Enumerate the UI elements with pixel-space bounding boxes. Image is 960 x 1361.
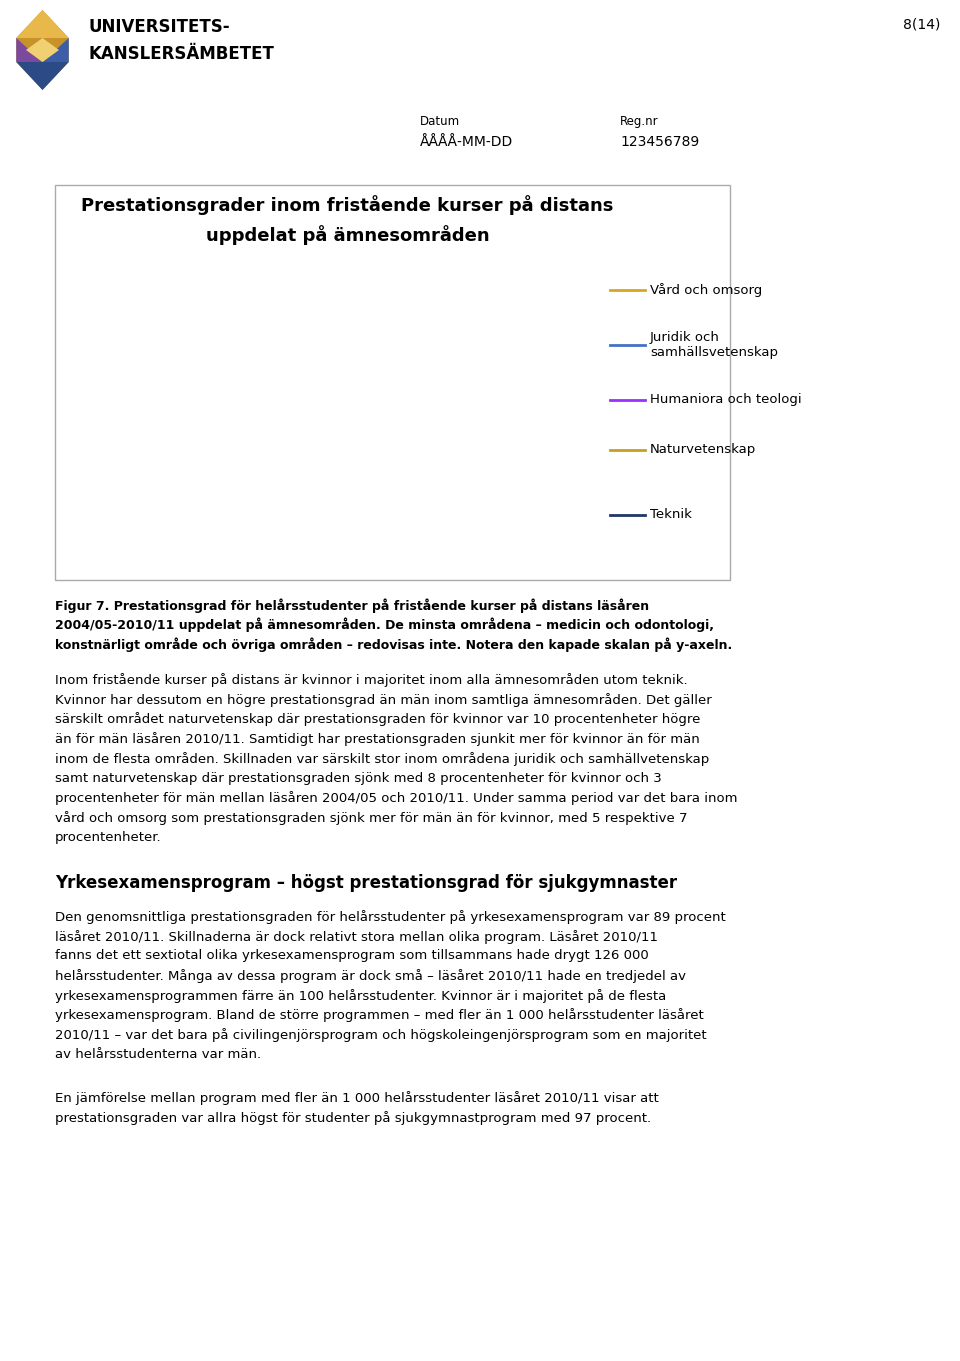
Text: procentenheter för män mellan läsåren 2004/05 och 2010/11. Under samma period va: procentenheter för män mellan läsåren 20… — [55, 791, 737, 806]
Text: UNIVERSITETS-: UNIVERSITETS- — [88, 18, 229, 35]
Polygon shape — [26, 38, 59, 63]
Text: Humaniora och teologi: Humaniora och teologi — [650, 393, 802, 407]
Text: särskilt området naturvetenskap där prestationsgraden för kvinnor var 10 procent: särskilt området naturvetenskap där pres… — [55, 712, 701, 727]
Text: 2004/05-2010/11 uppdelat på ämnesområden. De minsta områdena – medicin och odont: 2004/05-2010/11 uppdelat på ämnesområden… — [55, 618, 714, 633]
Polygon shape — [16, 10, 69, 90]
Text: yrkesexamensprogram. Bland de större programmen – med fler än 1 000 helårsstuden: yrkesexamensprogram. Bland de större pro… — [55, 1009, 704, 1022]
Text: prestationsgraden var allra högst för studenter på sjukgymnastprogram med 97 pro: prestationsgraden var allra högst för st… — [55, 1111, 651, 1126]
Text: Figur 7. Prestationsgrad för helårsstudenter på fristående kurser på distans läs: Figur 7. Prestationsgrad för helårsstude… — [55, 597, 649, 612]
Text: yrkesexamensprogrammen färre än 100 helårsstudenter. Kvinnor är i majoritet på d: yrkesexamensprogrammen färre än 100 helå… — [55, 988, 666, 1003]
Text: procentenheter.: procentenheter. — [55, 830, 161, 844]
Text: uppdelat på ämnesområden: uppdelat på ämnesområden — [205, 225, 490, 245]
Text: Inom fristående kurser på distans är kvinnor i majoritet inom alla ämnesområden : Inom fristående kurser på distans är kvi… — [55, 672, 687, 687]
Text: Naturvetenskap: Naturvetenskap — [650, 444, 756, 456]
Text: läsåret 2010/11. Skillnaderna är dock relativt stora mellan olika program. Läsår: läsåret 2010/11. Skillnaderna är dock re… — [55, 930, 658, 943]
Text: Juridik och
samhällsvetenskap: Juridik och samhällsvetenskap — [650, 331, 778, 359]
Polygon shape — [16, 38, 42, 63]
Text: än för män läsåren 2010/11. Samtidigt har prestationsgraden sjunkit mer för kvin: än för män läsåren 2010/11. Samtidigt ha… — [55, 732, 700, 746]
Text: Reg.nr: Reg.nr — [620, 114, 659, 128]
Text: ÅÅÅÅ-MM-DD: ÅÅÅÅ-MM-DD — [420, 135, 514, 148]
Text: 2010/11 – var det bara på civilingenjörsprogram och högskoleingenjörsprogram som: 2010/11 – var det bara på civilingenjörs… — [55, 1028, 707, 1043]
Text: Prestationsgrader inom fristående kurser på distans: Prestationsgrader inom fristående kurser… — [82, 195, 613, 215]
Y-axis label: Prestationsgrad: Prestationsgrad — [64, 328, 79, 437]
Text: 123456789: 123456789 — [620, 135, 699, 148]
Text: fanns det ett sextiotal olika yrkesexamensprogram som tillsammans hade drygt 126: fanns det ett sextiotal olika yrkesexame… — [55, 949, 649, 962]
Text: samt naturvetenskap där prestationsgraden sjönk med 8 procentenheter för kvinnor: samt naturvetenskap där prestationsgrade… — [55, 772, 661, 785]
Text: vård och omsorg som prestationsgraden sjönk mer för män än för kvinnor, med 5 re: vård och omsorg som prestationsgraden sj… — [55, 811, 687, 825]
Text: Den genomsnittliga prestationsgraden för helårsstudenter på yrkesexamensprogram : Den genomsnittliga prestationsgraden för… — [55, 909, 726, 924]
Text: helårsstudenter. Många av dessa program är dock små – läsåret 2010/11 hade en tr: helårsstudenter. Många av dessa program … — [55, 969, 686, 983]
Text: KANSLERSÄMBETET: KANSLERSÄMBETET — [88, 45, 274, 63]
Text: av helårsstudenterna var män.: av helårsstudenterna var män. — [55, 1048, 261, 1062]
Text: Kvinnor har dessutom en högre prestationsgrad än män inom samtliga ämnesområden.: Kvinnor har dessutom en högre prestation… — [55, 693, 711, 706]
Text: 8(14): 8(14) — [902, 18, 940, 33]
Text: Teknik: Teknik — [650, 509, 692, 521]
Text: inom de flesta områden. Skillnaden var särskilt stor inom områdena juridik och s: inom de flesta områden. Skillnaden var s… — [55, 751, 709, 766]
Text: En jämförelse mellan program med fler än 1 000 helårsstudenter läsåret 2010/11 v: En jämförelse mellan program med fler än… — [55, 1092, 659, 1105]
Polygon shape — [16, 10, 69, 38]
Text: Yrkesexamensprogram – högst prestationsgrad för sjukgymnaster: Yrkesexamensprogram – högst prestationsg… — [55, 874, 677, 893]
Polygon shape — [42, 38, 69, 63]
Text: Datum: Datum — [420, 114, 460, 128]
Text: konstnärligt område och övriga områden – redovisas inte. Notera den kapade skala: konstnärligt område och övriga områden –… — [55, 637, 732, 652]
Text: Vård och omsorg: Vård och omsorg — [650, 283, 762, 297]
Polygon shape — [16, 63, 69, 90]
